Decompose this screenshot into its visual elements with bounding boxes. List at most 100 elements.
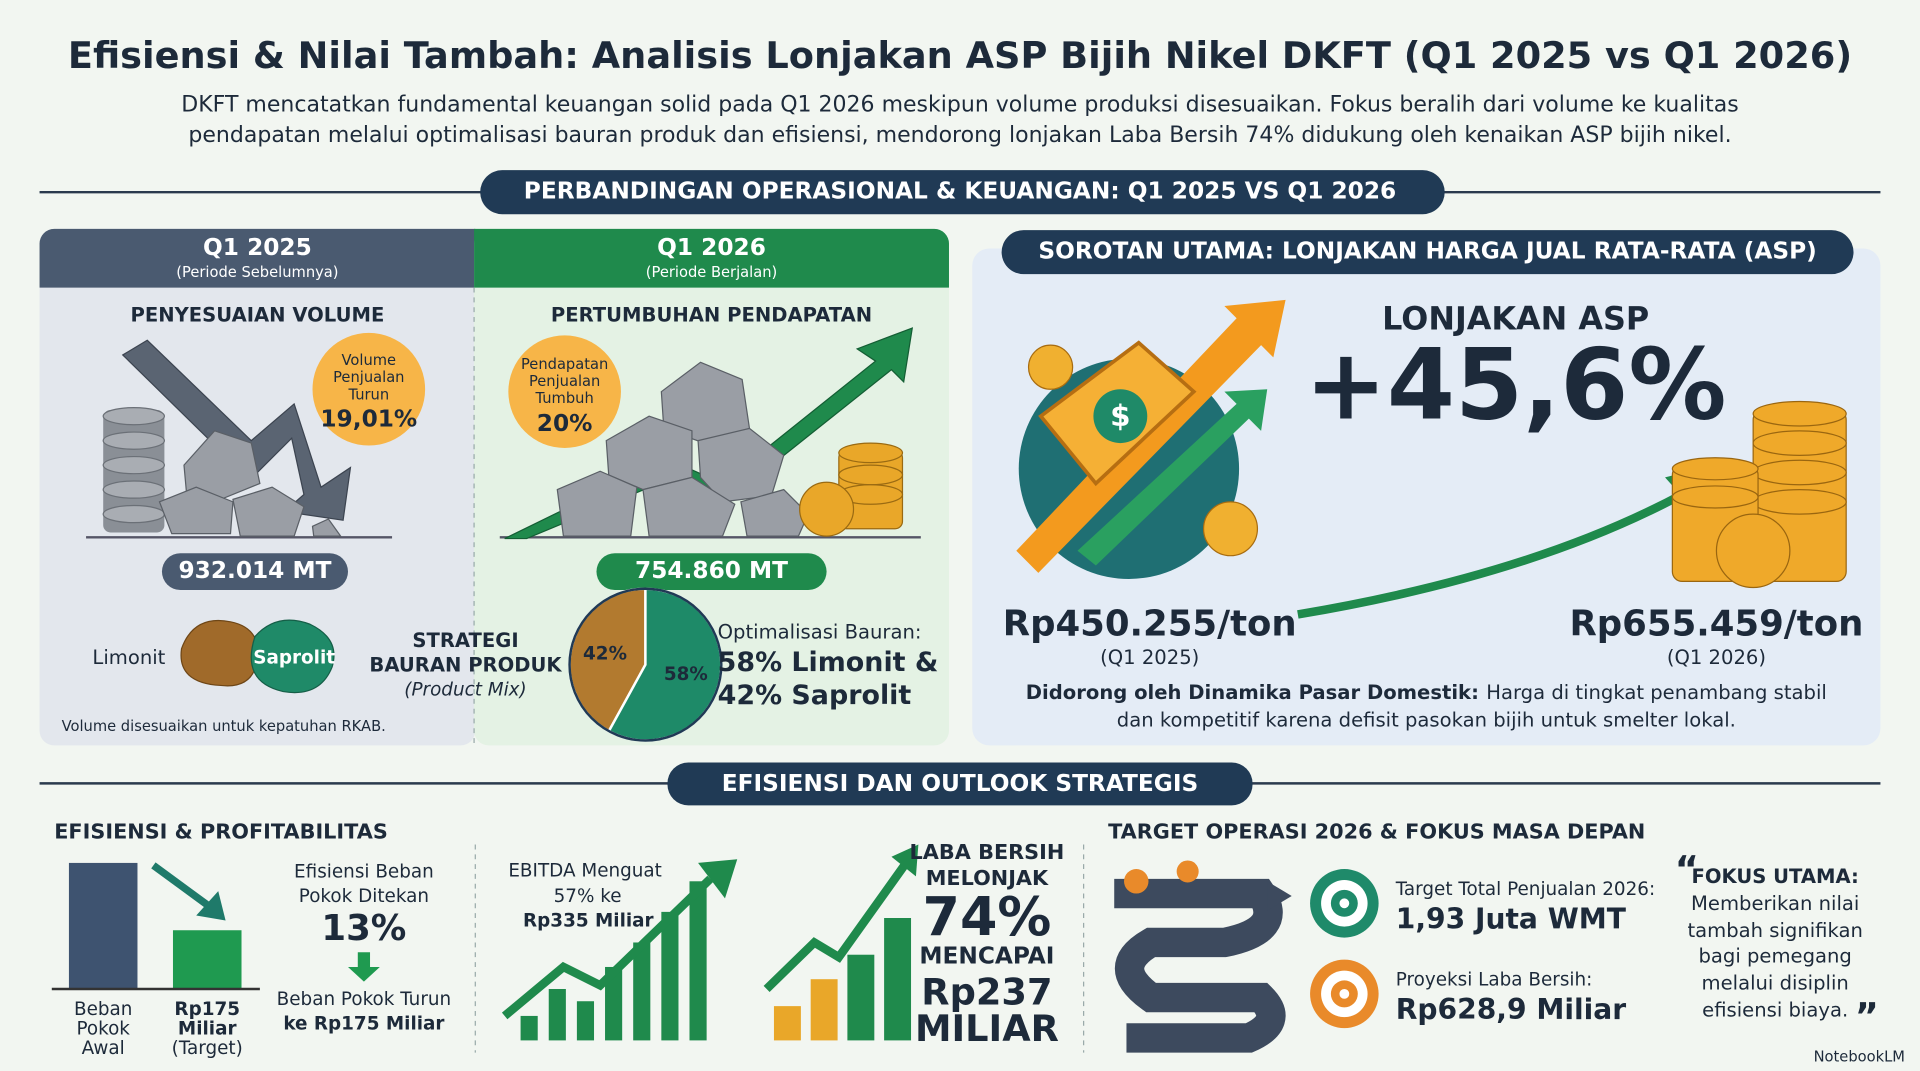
target-icon: [1310, 869, 1379, 1029]
title: Efisiensi & Nilai Tambah: Analisis Lonja…: [68, 34, 1852, 77]
asp-change: +45,6%: [1305, 329, 1727, 443]
target-label: Target Total Penjualan 2026:: [1395, 879, 1655, 900]
panel-title: Q1 2025: [203, 234, 312, 261]
target-icon-part: [1339, 898, 1350, 909]
driver-bold: Didorong oleh Dinamika Pasar Domestik:: [1026, 680, 1479, 703]
profit-chart-icon-part: [884, 918, 912, 1041]
bar-label: Beban: [74, 999, 132, 1020]
focus-text: melalui disiplin: [1702, 972, 1849, 995]
badge-text: Volume: [342, 352, 397, 369]
asp-after: Rp655.459/ton: [1569, 603, 1863, 644]
profit-text: LABA BERSIH: [910, 840, 1065, 864]
asp-title: SOROTAN UTAMA: LONJAKAN HARGA JUAL RATA-…: [1038, 238, 1816, 265]
price-tag-icon-part: [1027, 344, 1074, 390]
profit-chart-icon-part: [847, 954, 875, 1041]
q2025-panel-part: [39, 228, 476, 288]
target-value: 1,93 Juta WMT: [1396, 902, 1627, 935]
ebitda-chart-icon-part: [633, 942, 651, 1041]
revenue-illustration-part: [838, 464, 904, 486]
revenue-illustration-part: [799, 442, 904, 537]
pie-label: 42%: [583, 643, 627, 664]
profit-text: MELONJAK: [926, 866, 1049, 890]
price-tag-icon-part: [1016, 299, 1286, 573]
volume-pill: [596, 553, 827, 590]
focus-text: bagi pemegang: [1698, 945, 1851, 968]
cost-text: Beban Pokok Turun: [277, 989, 451, 1010]
panel-subtitle: (Periode Sebelumnya): [176, 264, 338, 281]
ebitda-chart-icon-part: [520, 1015, 538, 1041]
strategy-text: BAURAN PRODUK: [369, 653, 562, 676]
bar-label: (Target): [172, 1038, 243, 1059]
ore-label: Saprolit: [253, 648, 335, 669]
profit-text: MENCAPAI: [919, 943, 1054, 970]
panel-heading: PERTUMBUHAN PENDAPATAN: [551, 303, 872, 326]
road-icon-part: [1124, 869, 1149, 894]
revenue-illustration-part: [556, 361, 809, 537]
volume-illustration-part: [102, 406, 166, 426]
coin-stack-icon-part: [1671, 457, 1759, 481]
revenue-illustration-part: [642, 476, 736, 537]
coin-stack-icon-part: [1671, 485, 1759, 509]
volume: 754.860 MT: [635, 557, 788, 584]
ebitda-chart-icon-part: [576, 1001, 595, 1041]
panel-heading: PENYESUAIAN VOLUME: [131, 303, 385, 326]
asp-label: LONJAKAN ASP: [1382, 300, 1649, 338]
badge-text: Penjualan: [333, 369, 404, 386]
strategy-text: STRATEGI: [412, 629, 518, 652]
badge-text: Pendapatan: [521, 356, 608, 373]
cost-bars-icon: [51, 862, 260, 991]
asp-driver: Didorong oleh Dinamika Pasar Domestik: Ha…: [1026, 680, 1827, 703]
pie-chart: 42% 58%: [568, 587, 723, 742]
icon-glyph: $: [1110, 399, 1130, 433]
mix-result: 42% Saprolit: [718, 680, 912, 711]
ebitda-text: 57% ke: [554, 886, 622, 907]
coin-stack-icon-part: [1752, 459, 1847, 486]
ore-blobs-part: [180, 619, 259, 687]
section-pill: [1001, 230, 1854, 275]
price-tag-icon-part: [1093, 389, 1148, 444]
price-tag-icon-part: [1202, 501, 1259, 557]
target-value: Rp628,9 Miliar: [1396, 993, 1627, 1026]
panel-title: Q1 2026: [657, 234, 766, 261]
note: Volume disesuaikan untuk kepatuhan RKAB.: [62, 718, 386, 735]
profit-pct: 74%: [922, 885, 1051, 948]
section-pill: [480, 170, 1445, 215]
ebitda-chart-icon-part: [689, 881, 707, 1041]
coin-stack-icon-part: [1752, 488, 1847, 515]
profit-text: MILIAR: [915, 1007, 1059, 1050]
volume-illustration-part: [102, 406, 166, 524]
pie-outline: [568, 587, 723, 742]
down-arrow: [348, 952, 380, 982]
coin-stack-icon: [1671, 400, 1847, 589]
coin-stack-icon-part: [1752, 430, 1847, 456]
volume: 932.014 MT: [178, 557, 331, 584]
profit-chart-icon: [763, 844, 919, 1041]
cost-text: Efisiensi Beban: [294, 862, 434, 883]
focus-text: efisiensi biaya.: [1702, 999, 1848, 1022]
profit-text: Rp237: [921, 970, 1052, 1013]
cost-bars-icon-part: [172, 930, 242, 989]
cost-pct: 13%: [321, 908, 406, 949]
price-tag-icon-part: [1077, 389, 1268, 566]
ebitda-text: Rp335 Miliar: [523, 911, 654, 932]
section-title: EFISIENSI DAN OUTLOOK STRATEGIS: [722, 770, 1199, 797]
block-title: EFISIENSI & PROFITABILITAS: [54, 819, 388, 843]
badge-text: Tumbuh: [535, 390, 594, 407]
revenue-illustration: [499, 327, 921, 540]
badge: [508, 335, 621, 448]
volume-pill: [161, 553, 348, 590]
badge-text: Turun: [347, 386, 389, 403]
volume-illustration-part: [232, 486, 305, 537]
focus-title: FOKUS UTAMA:: [1691, 865, 1858, 888]
revenue-illustration-part: [838, 442, 904, 464]
mix-result: 58% Limonit &: [718, 647, 939, 678]
badge-text: Penjualan: [529, 373, 600, 390]
section-pill: [667, 762, 1253, 806]
volume-illustration-part: [311, 518, 342, 537]
target-label: Proyeksi Laba Bersih:: [1396, 969, 1593, 990]
cost-bars-icon-part: [151, 862, 211, 909]
ore-label: Limonit: [92, 646, 165, 669]
volume-illustration-part: [102, 480, 166, 499]
volume-illustration-part: [102, 504, 166, 524]
